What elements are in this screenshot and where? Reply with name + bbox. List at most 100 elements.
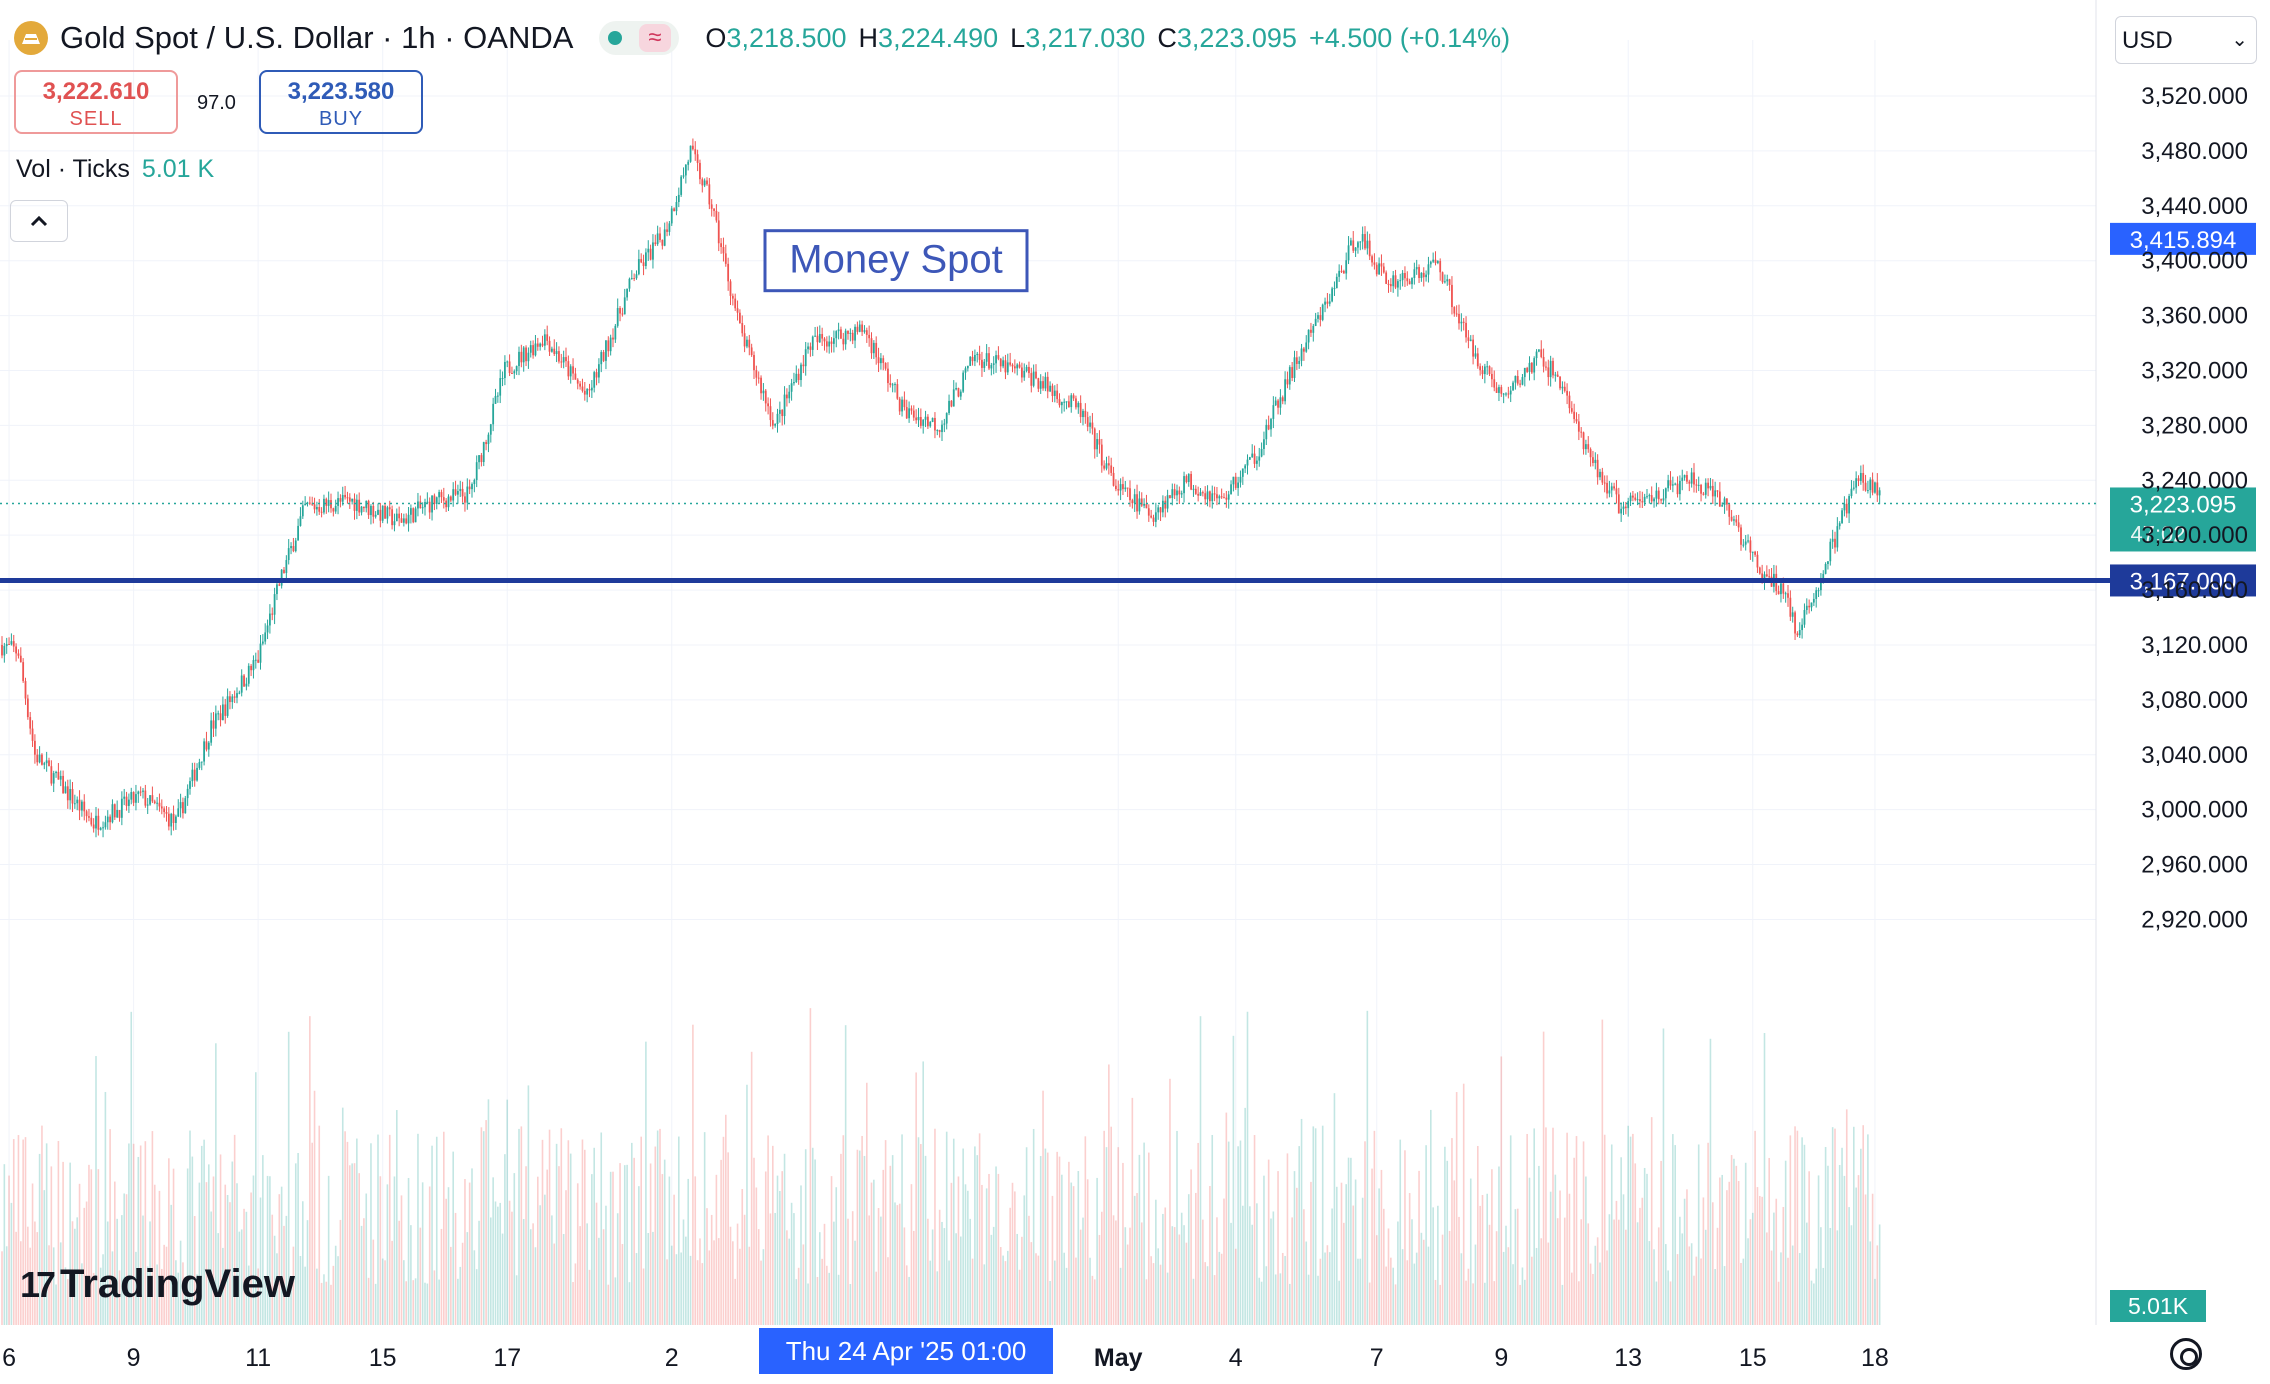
candle-body (1138, 498, 1141, 512)
buy-button[interactable]: 3,223.580 BUY (259, 70, 423, 134)
sell-button[interactable]: 3,222.610 SELL (14, 70, 178, 134)
volume-bar (1234, 1248, 1237, 1325)
candle-body (1641, 501, 1644, 503)
candle-body (743, 333, 746, 347)
candle-body (142, 790, 144, 792)
volume-bar (558, 1166, 560, 1325)
candle-body (1300, 348, 1303, 361)
volume-bar (398, 1220, 400, 1325)
candle-body (1028, 366, 1030, 374)
volume-bar (292, 1246, 295, 1325)
candle-body (1157, 507, 1160, 513)
candle-body (1805, 605, 1808, 611)
volume-bar (1622, 1194, 1625, 1325)
candle-body (865, 330, 868, 335)
candle-body (1608, 490, 1611, 494)
candle-body (34, 740, 36, 755)
candle-body (894, 384, 896, 386)
volume-bar (1613, 1219, 1615, 1325)
candle-body (73, 803, 76, 805)
volume-bar (1777, 1281, 1780, 1325)
candle-body (1159, 507, 1162, 513)
candle-body (38, 754, 41, 763)
candle-body (1843, 503, 1846, 511)
volume-bar (515, 1275, 518, 1325)
volume-bar (1498, 1166, 1500, 1325)
candle-body (981, 359, 983, 368)
volume-bar (74, 1228, 76, 1325)
volume-bar (1075, 1257, 1077, 1325)
volume-bar (1808, 1171, 1810, 1325)
candle-body (287, 548, 290, 561)
collapse-legend-button[interactable] (10, 200, 68, 242)
market-status-toggle[interactable]: ≈ (599, 21, 680, 55)
volume-bar (1660, 1160, 1662, 1325)
candle-body (506, 361, 509, 363)
chart-grid (0, 0, 2097, 1325)
volume-bar (762, 1249, 765, 1325)
candle-body (1502, 393, 1505, 395)
volume-bar (828, 1272, 830, 1325)
volume-bar (327, 1175, 330, 1325)
volume-bar (1460, 1253, 1463, 1325)
candle-body (1434, 259, 1437, 264)
settings-icon[interactable] (2170, 1338, 2202, 1370)
volume-bar (1093, 1279, 1096, 1325)
candle-body (919, 417, 922, 426)
candle-body (1660, 499, 1662, 501)
candle-body (200, 761, 203, 763)
volume-bar (1223, 1198, 1225, 1325)
volume-bar (62, 1161, 64, 1325)
volume-bar (419, 1227, 422, 1325)
candle-body (231, 696, 234, 703)
volume-bar (506, 1099, 509, 1325)
volume-bar (226, 1195, 229, 1325)
candle-body (884, 362, 887, 369)
volume-bar (1643, 1167, 1646, 1325)
volume-bar (795, 1279, 798, 1325)
sell-price: 3,222.610 (42, 78, 150, 105)
volume-bar (1469, 1178, 1472, 1325)
candle-body (602, 352, 605, 361)
candle-body (529, 345, 532, 353)
candle-body (1521, 377, 1524, 385)
volume-bar (967, 1190, 969, 1325)
volume-bar (804, 1149, 807, 1325)
volume-bar (34, 1221, 36, 1325)
volume-bar (1373, 1130, 1376, 1325)
volume-legend[interactable]: Vol · Ticks 5.01 K (16, 155, 214, 184)
candle-body (1291, 367, 1294, 378)
volume-bar (1650, 1117, 1653, 1325)
candle-body (983, 361, 986, 368)
candle-body (1241, 468, 1244, 477)
candle-body (969, 356, 972, 366)
candle-body (1180, 493, 1183, 495)
candle-body (778, 409, 781, 414)
symbol-title[interactable]: Gold Spot / U.S. Dollar · 1h · OANDA (60, 20, 574, 55)
candle-body (1002, 360, 1004, 367)
volume-bar (351, 1163, 353, 1325)
volume-bar (1441, 1234, 1444, 1325)
volume-bar (628, 1282, 631, 1325)
candle-body (440, 492, 443, 498)
volume-bar (372, 1239, 375, 1325)
candle-body (793, 382, 795, 384)
candle-body (943, 423, 946, 425)
volume-bar (999, 1247, 1002, 1325)
volume-bar (1324, 1252, 1326, 1325)
candle-body (240, 675, 243, 693)
volume-bar (1328, 1252, 1331, 1325)
volume-bar (1782, 1206, 1785, 1325)
volume-bar (584, 1149, 586, 1325)
currency-select[interactable]: USD ⌄ (2115, 16, 2257, 64)
candle-body (1469, 339, 1472, 341)
volume-bar (1404, 1150, 1406, 1325)
candle-body (945, 413, 948, 424)
candle-body (579, 383, 581, 387)
volume-bar (1420, 1232, 1423, 1325)
chart-header: Gold Spot / U.S. Dollar · 1h · OANDA ≈ O… (14, 18, 1510, 58)
volume-bar (1625, 1229, 1627, 1325)
candle-body (459, 488, 462, 492)
volume-bar (146, 1266, 149, 1325)
